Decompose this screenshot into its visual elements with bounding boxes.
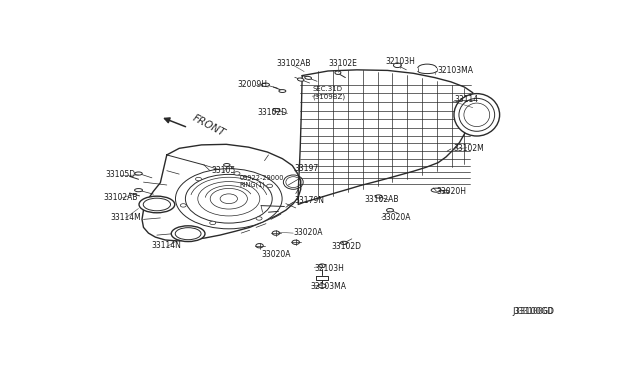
Ellipse shape — [443, 190, 449, 193]
Ellipse shape — [340, 241, 348, 244]
Text: 33102D: 33102D — [332, 242, 362, 251]
Ellipse shape — [134, 189, 143, 192]
Text: 33102E: 33102E — [328, 59, 357, 68]
Text: 09922-29000
RING(1): 09922-29000 RING(1) — [240, 175, 284, 188]
Text: 33179N: 33179N — [294, 196, 324, 205]
Ellipse shape — [272, 231, 280, 235]
Ellipse shape — [305, 76, 312, 79]
Text: 32103MA: 32103MA — [437, 66, 473, 75]
Ellipse shape — [454, 94, 500, 136]
Text: 32103MA: 32103MA — [310, 282, 347, 291]
Ellipse shape — [186, 174, 272, 223]
Ellipse shape — [279, 90, 286, 93]
Ellipse shape — [387, 208, 394, 212]
Ellipse shape — [234, 171, 240, 175]
Text: 33020A: 33020A — [381, 212, 411, 222]
Text: 33102M: 33102M — [453, 144, 484, 153]
Text: 33102D: 33102D — [257, 108, 287, 117]
Ellipse shape — [223, 164, 230, 166]
Ellipse shape — [319, 264, 325, 267]
Ellipse shape — [172, 226, 205, 241]
Text: 33020H: 33020H — [436, 187, 466, 196]
Ellipse shape — [175, 169, 282, 229]
Text: 33102AB: 33102AB — [104, 193, 138, 202]
Ellipse shape — [135, 172, 142, 175]
Text: J33100GD: J33100GD — [514, 307, 554, 316]
Text: 33102AB: 33102AB — [364, 195, 399, 204]
Text: 33020A: 33020A — [293, 228, 323, 237]
Ellipse shape — [175, 228, 201, 240]
Ellipse shape — [180, 204, 186, 207]
Ellipse shape — [143, 198, 170, 211]
Text: FRONT: FRONT — [191, 113, 227, 138]
Ellipse shape — [256, 244, 263, 248]
Ellipse shape — [394, 63, 401, 68]
Ellipse shape — [262, 83, 269, 86]
Ellipse shape — [256, 217, 262, 220]
Text: SEC.31D
(3109BZ): SEC.31D (3109BZ) — [312, 86, 345, 100]
Text: 33105: 33105 — [212, 166, 236, 174]
Text: 32103H: 32103H — [314, 264, 344, 273]
Ellipse shape — [139, 196, 175, 213]
Text: 32103H: 32103H — [385, 57, 415, 66]
Ellipse shape — [298, 78, 304, 81]
Ellipse shape — [292, 240, 300, 244]
Ellipse shape — [273, 108, 280, 112]
Text: 33114N: 33114N — [152, 241, 182, 250]
Ellipse shape — [375, 195, 382, 198]
Ellipse shape — [335, 71, 341, 74]
Ellipse shape — [318, 284, 326, 288]
Ellipse shape — [459, 98, 495, 131]
Ellipse shape — [196, 177, 202, 181]
Text: 33105D: 33105D — [106, 170, 136, 179]
Text: 33114M: 33114M — [110, 212, 141, 222]
Text: 33102AB: 33102AB — [276, 59, 310, 68]
Ellipse shape — [267, 184, 273, 187]
Text: 33114: 33114 — [454, 95, 479, 104]
Text: 32009H: 32009H — [237, 80, 268, 89]
Ellipse shape — [210, 221, 216, 225]
Text: 33197: 33197 — [294, 164, 319, 173]
Text: J33100GD: J33100GD — [513, 307, 555, 316]
Text: 33020A: 33020A — [261, 250, 291, 259]
